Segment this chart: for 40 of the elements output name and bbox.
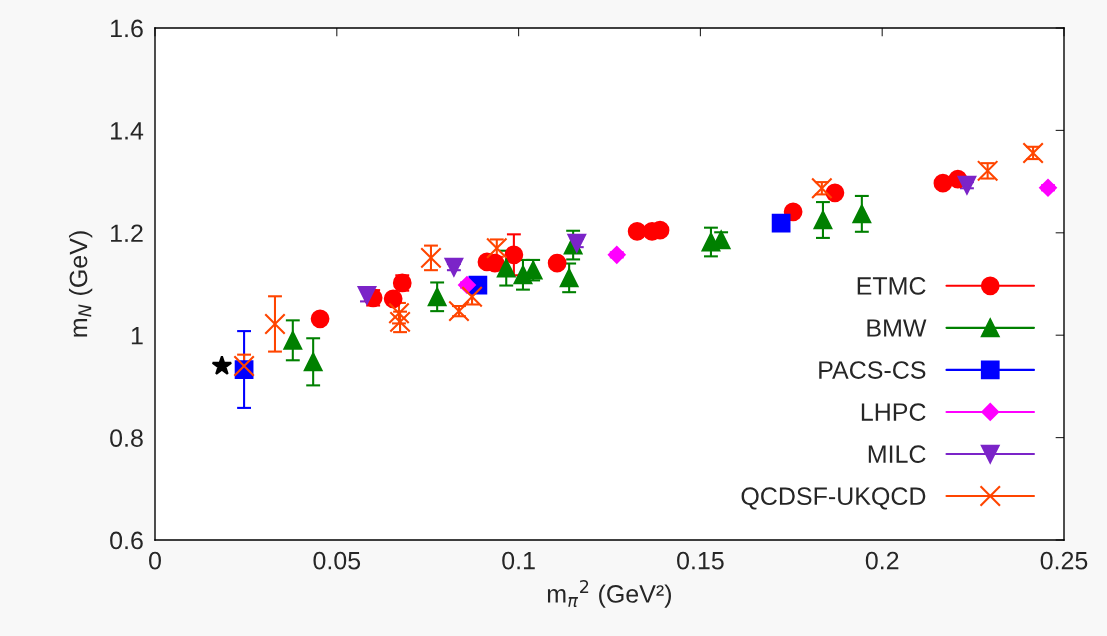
x-tick-label: 0.2 [865,551,899,570]
point [211,355,233,375]
y-axis-title: m$_{N}$ (GeV) [68,231,93,337]
point [933,173,953,193]
y-tick-label: 0.6 [110,531,143,550]
point [504,245,524,265]
point [547,253,567,273]
y-tick-label: 1.6 [111,19,143,38]
point [283,330,303,350]
x-tick-label: 0 [149,551,161,570]
x-axis-title: m$_{π}$$^{2}$ (GeV²) [547,579,671,608]
point [303,352,323,372]
y-tick-label: 1.2 [111,224,143,242]
point [825,183,845,203]
point [427,287,447,307]
x-tick-label: 0.25 [1040,551,1088,570]
point [458,276,476,294]
y-tick-label: 0.8 [110,429,143,447]
point [813,210,833,230]
y-tick-label: 1.4 [111,122,144,140]
point [357,285,377,305]
y-tick-label: 1 [131,327,143,345]
point [783,202,803,222]
legend-label: PACS-CS [819,361,926,379]
x-tick-label: 0.15 [677,551,724,570]
point [627,221,647,241]
x-tick-label: 0.05 [313,551,361,570]
legend-label: BMW [867,319,927,337]
point [771,213,791,233]
point [383,289,403,309]
legend-label: LHPC [861,403,926,421]
point [559,268,579,288]
point [852,204,872,224]
x-tick-label: 0.1 [502,551,535,570]
legend-label: QCDSF-UKQCD [741,487,926,510]
point [496,258,516,278]
point [310,309,330,329]
legend-label: MILC [868,445,926,463]
point [264,313,286,335]
legend-label: ETMC [857,277,926,295]
